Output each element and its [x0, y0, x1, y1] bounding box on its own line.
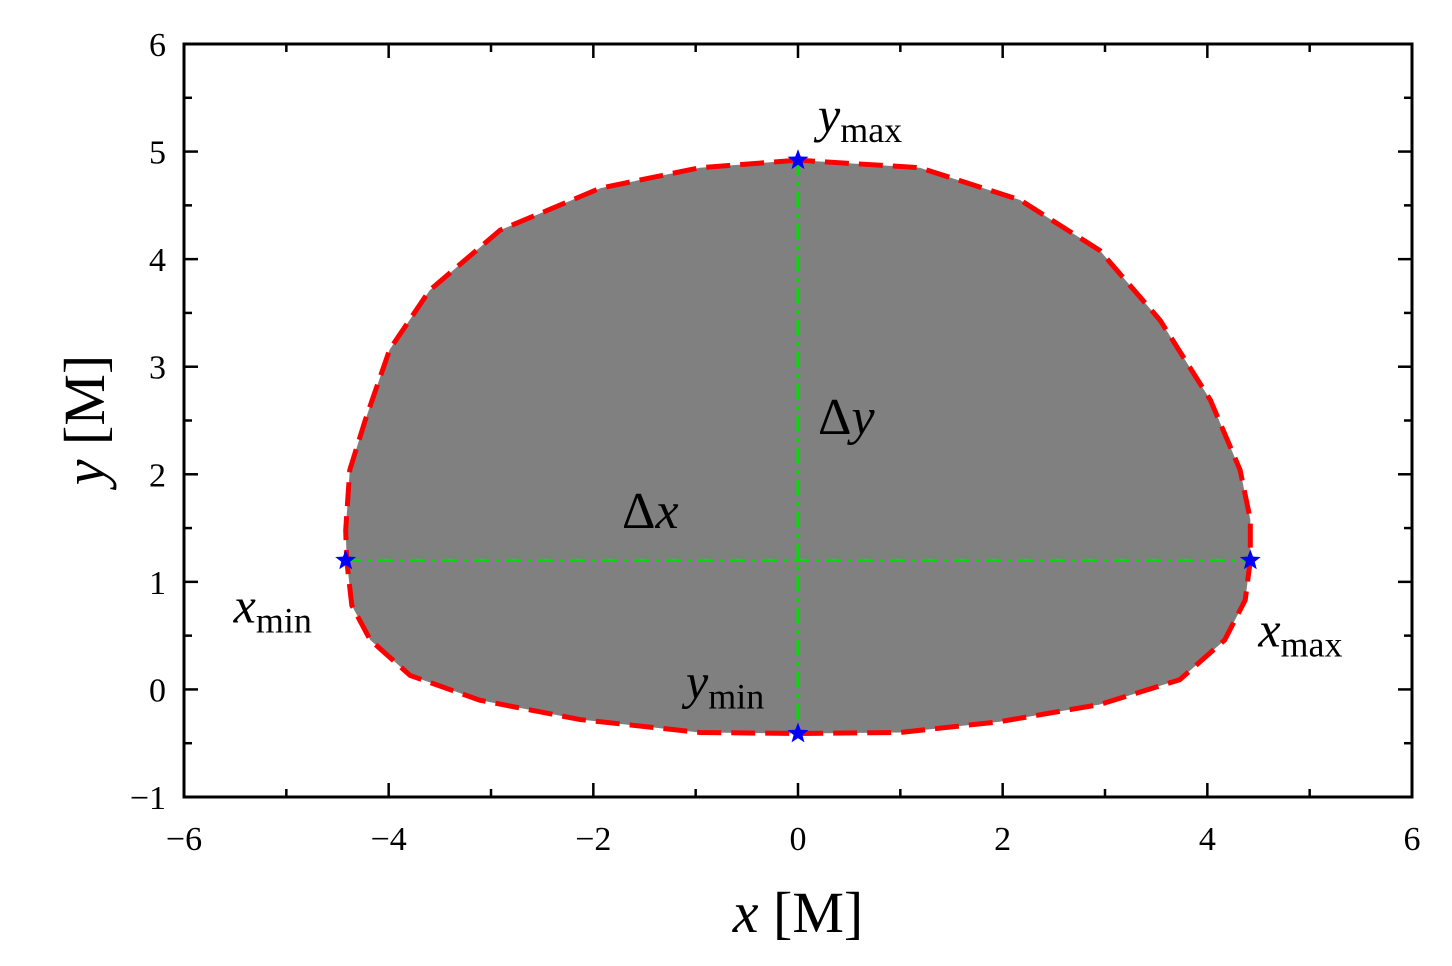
point-label-symbol: y: [681, 654, 709, 710]
annotation-symbol: y: [846, 389, 875, 446]
x-axis-symbol: x: [732, 880, 759, 945]
x-tick-label: −2: [575, 821, 611, 858]
x-tick-label: 0: [790, 821, 807, 858]
y-axis-label: y [M]: [52, 355, 117, 490]
y-axis-unit: [M]: [52, 355, 117, 445]
annotation-symbol: x: [654, 483, 678, 540]
y-tick-label: 2: [149, 457, 166, 494]
point-label-symbol: y: [813, 87, 841, 143]
x-axis-unit: [M]: [773, 880, 863, 945]
y-tick-label: 5: [149, 135, 166, 172]
y-tick-label: −1: [130, 780, 166, 817]
point-label-symbol: x: [233, 577, 256, 633]
shadow-region: [343, 157, 1253, 737]
extreme-point: [787, 722, 809, 743]
annotation: Δy: [818, 389, 875, 446]
point-label-sub: max: [1281, 624, 1343, 664]
point-label-sub: min: [256, 600, 312, 640]
x-tick-label: 6: [1404, 821, 1421, 858]
y-tick-label: 3: [149, 350, 166, 387]
y-tick-label: 6: [149, 27, 166, 64]
point-label: xmin: [233, 577, 312, 640]
x-tick-label: −4: [371, 821, 407, 858]
x-tick-label: 4: [1199, 821, 1216, 858]
extreme-point: [335, 549, 357, 570]
x-tick-label: 2: [994, 821, 1011, 858]
y-axis-symbol: y: [52, 459, 117, 490]
point-label: ymax: [813, 87, 902, 150]
point-label-sub: min: [708, 677, 764, 717]
extreme-point: [1239, 549, 1261, 570]
y-tick-label: 4: [149, 242, 166, 279]
point-label: ymin: [681, 654, 764, 717]
x-axis-label: x [M]: [732, 880, 863, 945]
y-tick-label: 0: [149, 672, 166, 709]
extreme-point: [787, 149, 809, 170]
point-label-sub: max: [840, 110, 902, 150]
point-label: xmax: [1257, 601, 1342, 664]
annotation-delta: Δ: [818, 389, 851, 446]
annotation: Δx: [622, 483, 679, 540]
y-tick-label: 1: [149, 565, 166, 602]
point-label-symbol: x: [1257, 601, 1280, 657]
annotation-delta: Δ: [622, 483, 655, 540]
x-tick-label: −6: [166, 821, 202, 858]
